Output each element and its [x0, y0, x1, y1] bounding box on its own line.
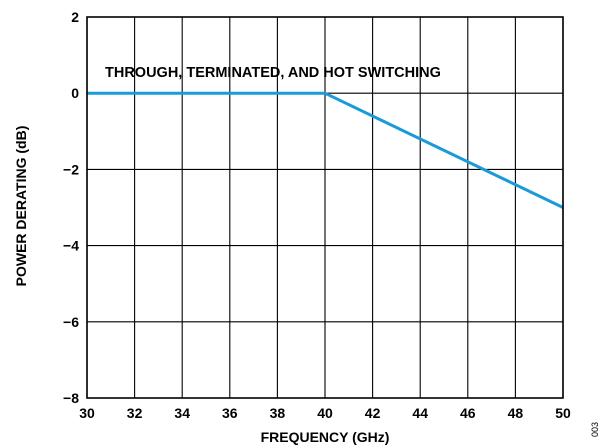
- x-tick-labels: 30 32 34 36 38 40 42 44 46 48 50: [79, 405, 571, 421]
- x-tick-label: 34: [174, 405, 190, 421]
- figure-id: 003: [590, 422, 600, 437]
- y-tick-label: −6: [63, 314, 79, 330]
- y-tick-label: −2: [63, 161, 79, 177]
- x-tick-label: 50: [555, 405, 571, 421]
- x-tick-label: 38: [270, 405, 286, 421]
- x-tick-label: 42: [365, 405, 381, 421]
- y-axis-title: POWER DERATING (dB): [13, 126, 29, 287]
- x-tick-label: 46: [460, 405, 476, 421]
- y-tick-label: 2: [71, 9, 79, 25]
- y-tick-labels: 2 0 −2 −4 −6 −8: [63, 9, 79, 406]
- y-tick-label: −8: [63, 390, 79, 406]
- x-tick-label: 32: [127, 405, 143, 421]
- annotation-text: THROUGH, TERMINATED, AND HOT SWITCHING: [105, 65, 441, 81]
- plot-frame: [86, 16, 564, 399]
- x-tick-label: 40: [317, 405, 333, 421]
- series-layer: [87, 91, 564, 209]
- x-tick-label: 48: [508, 405, 524, 421]
- series-line-0: [87, 91, 564, 209]
- y-tick-label: 0: [71, 85, 79, 101]
- x-tick-label: 30: [79, 405, 95, 421]
- x-tick-label: 36: [222, 405, 238, 421]
- y-tick-label: −4: [63, 238, 79, 254]
- x-tick-label: 44: [412, 405, 428, 421]
- x-axis-title: FREQUENCY (GHz): [261, 429, 390, 445]
